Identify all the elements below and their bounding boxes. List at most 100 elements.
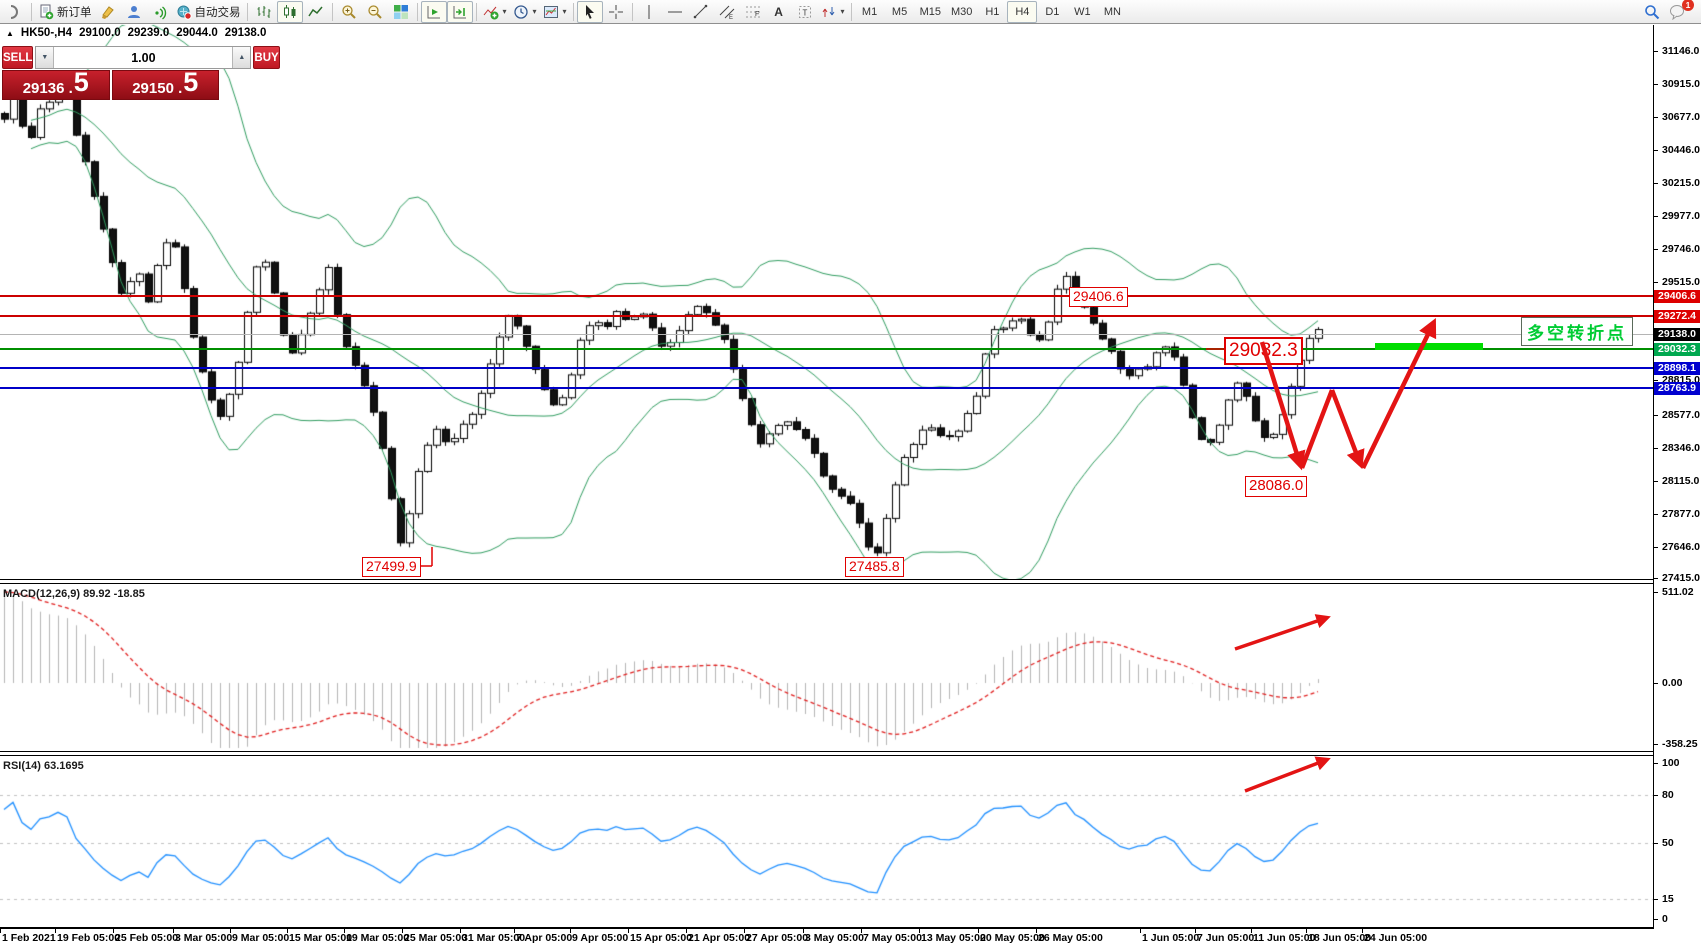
- text-button[interactable]: A: [766, 1, 792, 23]
- vertical-line-icon: [641, 4, 657, 20]
- axis-tick: [1654, 795, 1658, 796]
- sell-price[interactable]: 29136 .5: [2, 69, 110, 100]
- time-axis[interactable]: 1 Feb 2021 19 Feb 05:00 25 Feb 05:00 3 Mar …: [0, 929, 1701, 949]
- axis-label: 28115.0: [1662, 475, 1700, 487]
- text-label-icon: T: [797, 4, 813, 20]
- timeframe-m1[interactable]: M1: [861, 5, 878, 18]
- candlestick-chart-button[interactable]: [276, 0, 303, 23]
- auto-trading-button[interactable]: 自动交易: [173, 1, 244, 23]
- text-label-button[interactable]: T: [792, 1, 818, 23]
- volume-input[interactable]: [54, 47, 233, 68]
- date-tick: [230, 929, 231, 933]
- axis-tick: [1654, 592, 1658, 593]
- sell-button[interactable]: SELL: [2, 46, 34, 69]
- highlighter-icon[interactable]: [95, 1, 121, 23]
- trendline-icon: [693, 4, 709, 20]
- date-tick: [1251, 929, 1252, 933]
- auto-scroll-button[interactable]: [420, 0, 447, 23]
- new-order-button[interactable]: 新订单: [35, 1, 95, 23]
- signal-icon[interactable]: [147, 1, 173, 23]
- horizontal-line-button[interactable]: [662, 1, 688, 23]
- bar-chart-button[interactable]: [251, 1, 277, 23]
- tile-windows-button[interactable]: [388, 1, 414, 23]
- zoom-out-icon: [367, 4, 383, 20]
- line-chart-button[interactable]: [303, 1, 329, 23]
- collapse-icon[interactable]: ▲: [6, 28, 14, 38]
- chevron-down-icon: ▾: [840, 7, 845, 16]
- search-button[interactable]: [1639, 1, 1665, 23]
- timeframe-h4[interactable]: H4: [1007, 0, 1038, 23]
- timeframe-w1[interactable]: W1: [1074, 5, 1091, 18]
- vertical-line-button[interactable]: [636, 1, 662, 23]
- crosshair-button[interactable]: [603, 1, 629, 23]
- timeframe-mn[interactable]: MN: [1103, 5, 1121, 18]
- cursor-icon: [582, 4, 598, 20]
- ohlc-open: 29100.0: [79, 27, 121, 39]
- axis-label: 27646.0: [1662, 541, 1700, 553]
- volume-decrease-button[interactable]: ▼: [36, 47, 55, 68]
- axis-tick: [1654, 899, 1658, 900]
- app-icon-partial[interactable]: [2, 1, 28, 23]
- toolbar: 新订单 自动交易 ▾ ▾ ▾ E F A T ▾ M1 M5 M15 M30 H1 H4 D1 W1 MN 1: [0, 0, 1701, 24]
- cursor-button[interactable]: [576, 0, 603, 23]
- profile-icon[interactable]: [121, 1, 147, 23]
- trendline-button[interactable]: [688, 1, 714, 23]
- date-tick: [1140, 929, 1141, 933]
- candlestick-chart-icon: [282, 4, 298, 20]
- timeframe-h1[interactable]: H1: [985, 5, 1000, 18]
- ohlc-close: 29138.0: [224, 27, 267, 39]
- panel-separator[interactable]: [0, 751, 1654, 756]
- arrows-button[interactable]: ▾: [818, 1, 848, 23]
- buy-price[interactable]: 29150 .5: [111, 69, 219, 100]
- zoom-out-button[interactable]: [362, 1, 388, 23]
- date-tick: [570, 929, 571, 933]
- date-tick: [460, 929, 461, 933]
- svg-text:E: E: [729, 15, 733, 20]
- date-tick: [861, 929, 862, 933]
- price-axis[interactable]: 31146.0 30915.0 30677.0 30446.0 30215.0 29977…: [1653, 25, 1701, 929]
- timeframe-m30[interactable]: M30: [950, 5, 973, 18]
- axis-label: 30915.0: [1662, 78, 1700, 90]
- periods-icon: [513, 4, 529, 20]
- notifications-button[interactable]: 1: [1665, 0, 1694, 23]
- date-label: 9 Apr 05:00: [572, 932, 629, 944]
- notification-badge: 1: [1682, 0, 1694, 11]
- one-click-trading-panel: SELL ▼ ▲ BUY 29136 .5 29150 .5: [2, 46, 280, 100]
- timeframe-m15[interactable]: M15: [919, 5, 941, 18]
- timeframe-d1[interactable]: D1: [1045, 5, 1060, 18]
- templates-button[interactable]: ▾: [540, 1, 570, 23]
- axis-tick: [1654, 744, 1658, 745]
- panel-separator[interactable]: [0, 579, 1654, 584]
- chart-shift-icon: [452, 4, 468, 20]
- axis-tick: [1654, 51, 1658, 52]
- date-tick: [55, 929, 56, 933]
- axis-label: 511.02: [1662, 586, 1694, 598]
- axis-label: 29515.0: [1662, 276, 1700, 288]
- axis-label: 0.00: [1662, 677, 1683, 689]
- axis-label: 31146.0: [1662, 45, 1700, 57]
- volume-increase-button[interactable]: ▲: [232, 47, 251, 68]
- axis-tick: [1654, 481, 1658, 482]
- axis-label: 0: [1662, 913, 1668, 925]
- rsi-label: RSI(14) 63.1695: [3, 760, 84, 772]
- axis-tick: [1654, 919, 1658, 920]
- buy-button[interactable]: BUY: [253, 46, 280, 69]
- axis-tick: [1654, 282, 1658, 283]
- date-label: 18 Jun 05:00: [1308, 932, 1372, 944]
- axis-tick: [1654, 843, 1658, 844]
- date-tick: [402, 929, 403, 933]
- axis-label: 29977.0: [1662, 210, 1700, 222]
- indicators-button[interactable]: ▾: [480, 1, 510, 23]
- channel-button[interactable]: E: [714, 1, 740, 23]
- timeframe-m5[interactable]: M5: [891, 5, 908, 18]
- date-label: 19 Mar 05:00: [346, 932, 410, 944]
- symbol-title: HK50-,H4: [20, 27, 73, 39]
- fibonacci-button[interactable]: F: [740, 1, 766, 23]
- periods-button[interactable]: ▾: [510, 1, 540, 23]
- date-label: 1 Jun 05:00: [1142, 932, 1200, 944]
- zoom-in-button[interactable]: [336, 1, 362, 23]
- date-label: 1 Feb 2021: [2, 932, 56, 944]
- chart-shift-button[interactable]: [446, 0, 473, 23]
- axis-tick: [1654, 216, 1658, 217]
